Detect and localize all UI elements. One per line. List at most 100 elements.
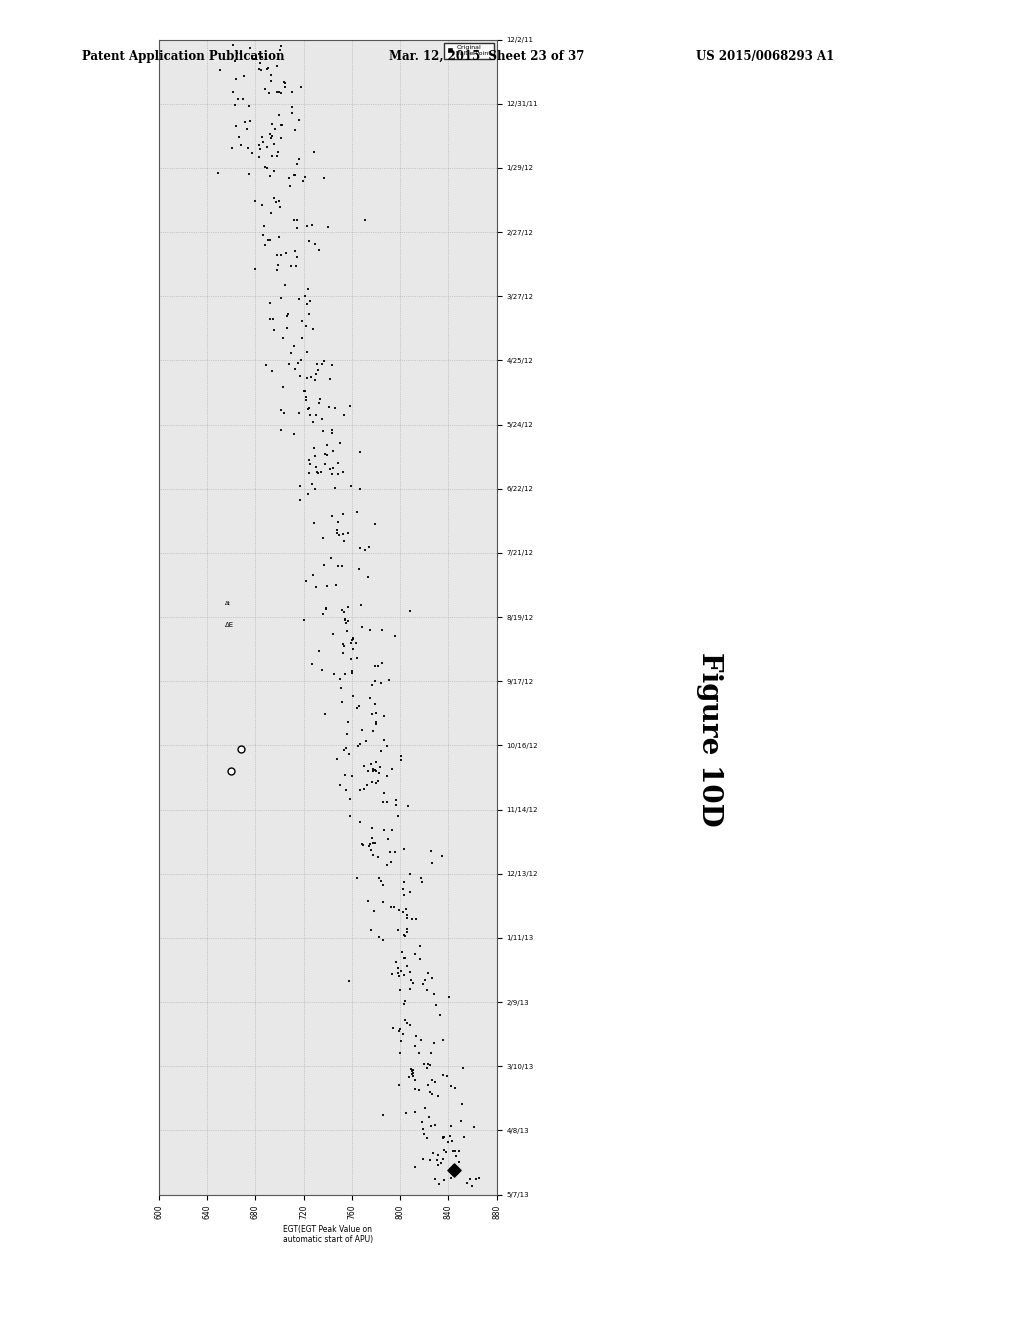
Point <box>395 871 412 892</box>
Point <box>435 1030 452 1051</box>
Point <box>390 962 407 983</box>
Point <box>423 1043 439 1064</box>
Point <box>300 231 316 252</box>
Point <box>272 128 289 149</box>
Point <box>361 688 378 709</box>
Point <box>326 664 342 685</box>
Point <box>412 948 428 969</box>
Point <box>301 397 317 418</box>
Point <box>361 536 378 557</box>
Point <box>368 772 384 793</box>
Point <box>397 1102 414 1123</box>
Point <box>436 1126 453 1147</box>
Point <box>341 972 357 993</box>
Point <box>254 48 270 69</box>
Point <box>368 713 384 734</box>
Point <box>351 478 368 499</box>
Point <box>305 412 322 433</box>
Point <box>422 1150 438 1171</box>
Point <box>343 648 359 669</box>
Point <box>454 1094 470 1115</box>
Point <box>342 632 358 653</box>
Point <box>365 833 381 854</box>
Point <box>391 1020 408 1041</box>
Point <box>348 867 365 888</box>
Point <box>317 444 334 465</box>
Point <box>335 503 351 524</box>
Point <box>286 210 302 231</box>
Point <box>260 82 276 103</box>
Point <box>251 147 267 168</box>
Point <box>298 570 314 591</box>
Point <box>275 327 292 348</box>
Point <box>386 896 402 917</box>
Point <box>260 57 276 78</box>
Point <box>246 49 262 70</box>
Point <box>263 203 280 224</box>
Point <box>368 752 384 774</box>
Point <box>375 792 391 813</box>
Point <box>210 162 226 183</box>
Point <box>352 441 369 462</box>
Point <box>311 239 328 260</box>
Point <box>273 115 290 136</box>
Point <box>392 979 409 1001</box>
Point <box>442 1076 459 1097</box>
Point <box>443 1115 460 1137</box>
Point <box>312 462 329 483</box>
Point <box>336 531 352 552</box>
Point <box>432 1152 449 1173</box>
Point <box>301 454 317 475</box>
Point <box>263 127 280 148</box>
Point <box>403 908 420 929</box>
Point <box>262 65 279 86</box>
Point <box>442 1168 459 1189</box>
Point <box>252 139 268 160</box>
Point <box>329 574 345 595</box>
Point <box>415 974 431 995</box>
Point <box>374 619 390 640</box>
Point <box>429 1086 445 1107</box>
X-axis label: EGT(EGT Peak Value on
automatic start of APU): EGT(EGT Peak Value on automatic start of… <box>283 1225 373 1243</box>
Point <box>299 342 315 363</box>
Point <box>338 620 354 642</box>
Point <box>296 166 312 187</box>
Point <box>318 434 335 455</box>
Point <box>353 833 370 854</box>
Point <box>407 1036 423 1057</box>
Point <box>265 187 282 209</box>
Point <box>262 309 279 330</box>
Point <box>287 120 303 141</box>
Point <box>388 952 404 973</box>
Point <box>272 197 289 218</box>
Point <box>364 704 380 725</box>
Point <box>301 304 317 325</box>
Point <box>423 841 439 862</box>
Point <box>401 1067 418 1088</box>
Point <box>335 634 351 655</box>
Point <box>417 1097 433 1118</box>
Point <box>279 306 295 327</box>
Point <box>264 125 281 147</box>
Point <box>302 405 318 426</box>
Point <box>331 463 347 484</box>
Point <box>413 1030 429 1051</box>
Point <box>394 941 411 962</box>
Point <box>371 867 387 888</box>
Point <box>305 565 322 586</box>
Point <box>260 230 276 251</box>
Point <box>298 315 314 337</box>
Point <box>271 226 288 247</box>
Point <box>325 457 341 478</box>
Point <box>272 36 289 57</box>
Point <box>351 558 368 579</box>
Point <box>376 781 392 803</box>
Point <box>299 215 315 236</box>
Point <box>231 127 248 148</box>
Point <box>345 639 361 660</box>
Point <box>349 697 366 718</box>
Point <box>336 405 352 426</box>
Point <box>336 635 352 656</box>
Point <box>404 1060 421 1081</box>
Point <box>408 1026 424 1047</box>
